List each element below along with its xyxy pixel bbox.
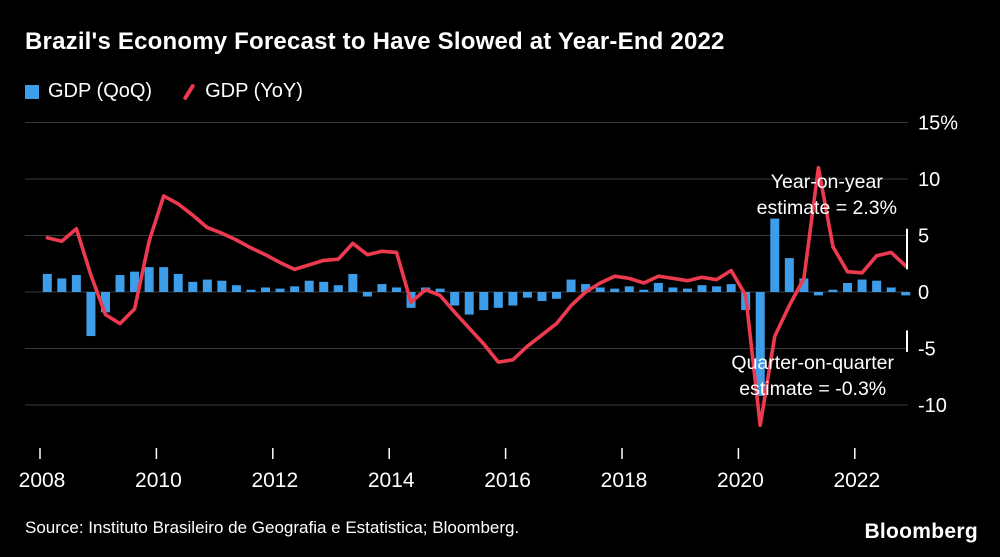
qoq-bar — [522, 292, 532, 298]
qoq-bar — [231, 285, 241, 292]
legend-label-yoy: GDP (YoY) — [205, 80, 303, 102]
qoq-bar — [712, 286, 722, 292]
legend: GDP (QoQ) GDP (YoY) — [25, 80, 303, 103]
qoq-bar — [508, 292, 518, 306]
qoq-bar — [377, 284, 387, 292]
qoq-bar — [319, 281, 329, 292]
qoq-bar — [435, 288, 445, 292]
qoq-bar — [144, 267, 154, 292]
qoq-bar — [857, 279, 867, 292]
annotation-yoy-line2: estimate = 2.3% — [756, 196, 897, 219]
qoq-bar — [275, 288, 285, 292]
qoq-bar — [813, 292, 823, 296]
x-axis-label: 2016 — [484, 469, 531, 492]
qoq-bar — [886, 287, 896, 292]
qoq-bar — [581, 284, 591, 292]
qoq-bar — [843, 282, 853, 292]
qoq-bar — [450, 292, 460, 306]
qoq-bar — [552, 292, 562, 299]
qoq-bar — [595, 287, 605, 292]
y-axis-label: -10 — [918, 395, 947, 417]
legend-label-qoq: GDP (QoQ) — [48, 80, 153, 102]
qoq-bar — [217, 280, 227, 292]
qoq-bar — [464, 292, 474, 315]
qoq-bar — [799, 278, 809, 292]
x-axis-label: 2020 — [717, 469, 764, 492]
x-axis-label: 2018 — [601, 469, 648, 492]
qoq-bar — [188, 281, 198, 292]
qoq-bar — [493, 292, 503, 308]
x-axis-label: 2012 — [251, 469, 298, 492]
qoq-bar — [304, 280, 314, 292]
qoq-bar — [770, 218, 780, 292]
qoq-bar — [872, 280, 882, 292]
qoq-bar — [115, 275, 125, 292]
y-axis-label: 15% — [918, 113, 958, 135]
qoq-bar — [639, 289, 649, 292]
y-axis-label: 10 — [918, 169, 940, 191]
source-attribution: Source: Instituto Brasileiro de Geografi… — [25, 518, 520, 537]
qoq-bar — [202, 279, 212, 292]
annotation-qoq-line2: estimate = -0.3% — [739, 377, 887, 400]
annotation-qoq-line1: Quarter-on-quarter — [731, 352, 894, 374]
qoq-bar — [173, 273, 183, 292]
x-axis-label: 2022 — [833, 469, 880, 492]
qoq-bar — [682, 288, 692, 292]
qoq-bar — [130, 271, 140, 292]
yoy-line — [45, 165, 908, 428]
qoq-bar — [610, 288, 620, 292]
y-axis-label: -5 — [918, 339, 936, 361]
qoq-bar — [100, 292, 110, 313]
qoq-bar — [42, 273, 52, 292]
qoq-bar — [566, 279, 576, 292]
qoq-bar — [71, 275, 81, 292]
qoq-bar — [86, 292, 96, 337]
qoq-bar — [901, 292, 911, 296]
legend-item-qoq: GDP (QoQ) — [25, 80, 152, 103]
chart-title: Brazil's Economy Forecast to Have Slowed… — [25, 28, 725, 55]
qoq-bar — [653, 282, 663, 292]
x-axis-label: 2014 — [368, 469, 415, 492]
qoq-bar — [362, 292, 372, 297]
qoq-bar — [333, 285, 343, 292]
x-axis-label: 2008 — [19, 469, 66, 492]
qoq-bar — [668, 287, 678, 292]
qoq-bar — [537, 292, 547, 302]
bloomberg-logo: Bloomberg — [860, 518, 982, 546]
annotation-qoq-estimate: Quarter-on-quarter estimate = -0.3% — [731, 351, 894, 402]
y-axis-label: 0 — [918, 282, 929, 304]
annotation-yoy-estimate: Year-on-year estimate = 2.3% — [757, 170, 897, 221]
qoq-bar — [261, 287, 271, 292]
y-axis-label: 5 — [918, 226, 929, 248]
qoq-bar — [391, 287, 401, 292]
legend-item-yoy: GDP (YoY) — [182, 80, 303, 103]
qoq-bar — [159, 267, 169, 292]
qoq-bar — [726, 284, 736, 292]
qoq-bar — [624, 286, 634, 292]
annotation-yoy-line1: Year-on-year — [770, 171, 883, 193]
qoq-bar — [479, 292, 489, 311]
qoq-bar — [290, 286, 300, 292]
qoq-bar — [828, 289, 838, 292]
qoq-bar — [246, 289, 256, 292]
x-axis-label: 2010 — [135, 469, 182, 492]
qoq-bar — [784, 258, 794, 292]
qoq-bar-swatch-icon — [25, 84, 39, 99]
qoq-bar — [697, 285, 707, 292]
qoq-bar — [755, 292, 765, 396]
qoq-bar — [348, 273, 358, 292]
qoq-bar — [57, 278, 67, 292]
